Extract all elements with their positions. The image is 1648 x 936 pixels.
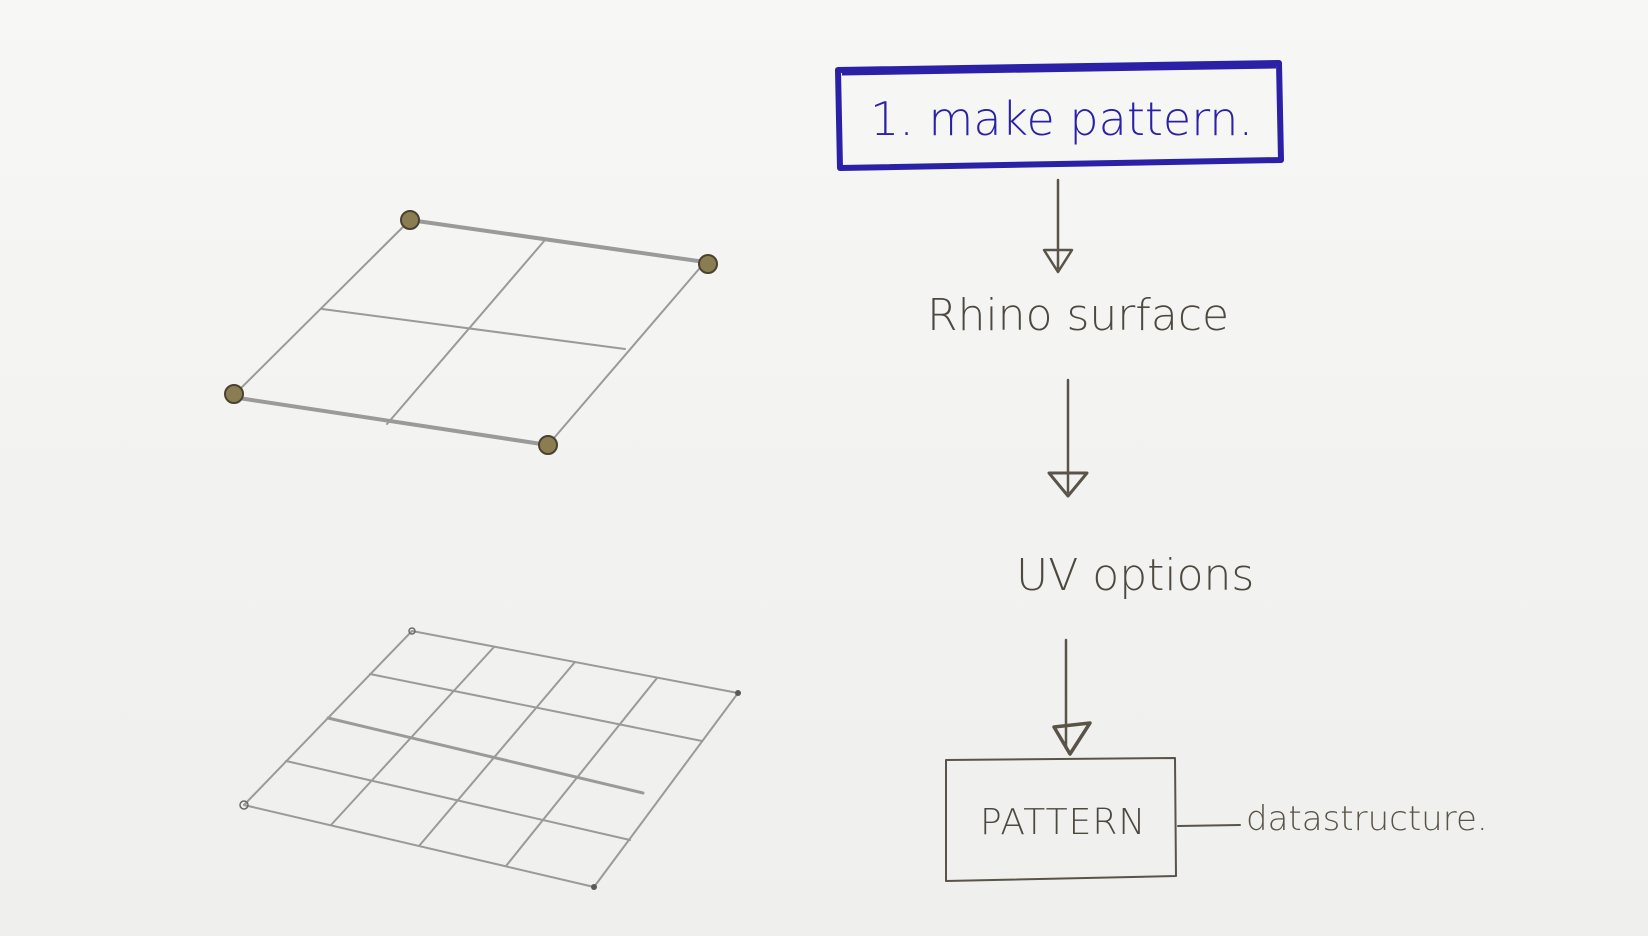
grid-corner-top-left <box>408 627 416 635</box>
control-point-top-right <box>698 254 718 274</box>
grid-line-u1 <box>330 646 495 826</box>
surface-edge-left <box>231 219 411 398</box>
surface-sketch-control-points <box>224 210 718 455</box>
surface-edge-top <box>408 218 707 264</box>
grid-line-v2 <box>326 716 645 795</box>
surface-iso-v <box>321 308 626 350</box>
title-box <box>835 60 1284 171</box>
control-point-bottom-left <box>224 384 244 404</box>
grid-corner-bottom-left <box>239 800 249 810</box>
arrow-2-head <box>1047 471 1089 498</box>
step-uv-options: UV options <box>1016 550 1254 601</box>
grid-line-u2 <box>418 661 576 847</box>
pattern-box <box>945 757 1177 882</box>
arrow-1-head <box>1042 248 1074 274</box>
grid-corner-bottom-right <box>591 884 597 890</box>
grid-line-u3 <box>505 677 658 867</box>
grid-line-v3 <box>285 760 631 841</box>
title-box-overstroke <box>841 65 1277 76</box>
grid-edge-right <box>593 692 739 888</box>
surface-edge-right <box>547 261 706 446</box>
grid-line-v1 <box>369 673 703 742</box>
datastructure-note: datastructure. <box>1246 799 1488 839</box>
control-point-top-left <box>400 210 420 230</box>
subdivided-grid-sketch <box>239 627 741 890</box>
title-text: 1. make pattern. <box>870 92 1253 146</box>
flowchart: 1. make pattern. Rhino surface UV option… <box>835 60 1488 882</box>
arrow-3-head <box>1052 721 1092 756</box>
control-point-bottom-right <box>538 435 558 455</box>
note-connector <box>1177 824 1241 827</box>
step-rhino-surface: Rhino surface <box>927 290 1229 341</box>
surface-iso-u <box>386 239 546 425</box>
grid-corner-top-right <box>735 690 741 696</box>
pattern-box-label: PATTERN <box>980 802 1146 843</box>
